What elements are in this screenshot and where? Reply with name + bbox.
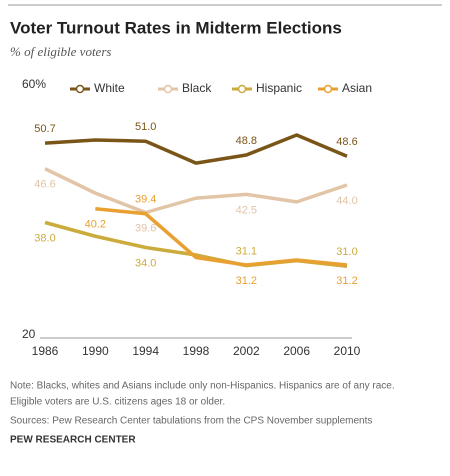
y-tick-label: 20: [22, 327, 36, 341]
source: Sources: Pew Research Center tabulations…: [10, 416, 372, 427]
note: Eligible voters are U.S. citizens ages 1…: [10, 397, 225, 408]
data-label: 50.7: [34, 123, 55, 135]
data-label: 31.2: [236, 275, 257, 287]
organization: PEW RESEARCH CENTER: [10, 435, 136, 446]
data-label: 31.0: [336, 246, 357, 258]
series-line: [44, 167, 348, 215]
data-label: 51.0: [135, 121, 156, 133]
data-label: 38.0: [34, 232, 55, 244]
x-tick-label: 1990: [82, 344, 109, 358]
x-tick-label: 2002: [233, 344, 260, 358]
x-tick-label: 1986: [32, 344, 59, 358]
series-line: [44, 133, 348, 165]
data-label: 46.6: [34, 179, 55, 191]
note: Note: Blacks, whites and Asians include …: [10, 381, 395, 392]
legend-label: Black: [182, 81, 212, 95]
y-tick-label: 60%: [22, 77, 46, 91]
legend-marker: [323, 84, 333, 94]
data-label: 31.1: [236, 246, 257, 258]
x-tick-label: 2010: [334, 344, 361, 358]
series-line: [95, 207, 348, 267]
legend-marker: [75, 84, 85, 94]
legend-marker: [163, 84, 173, 94]
x-tick-label: 1998: [183, 344, 210, 358]
data-label: 39.4: [135, 194, 156, 206]
data-label: 40.2: [85, 219, 106, 231]
data-label: 42.5: [236, 204, 257, 216]
legend-label: White: [94, 81, 125, 95]
x-tick-label: 2006: [283, 344, 310, 358]
data-label: 48.8: [236, 135, 257, 147]
data-label: 31.2: [336, 275, 357, 287]
data-label: 34.0: [135, 257, 156, 269]
data-label: 44.0: [336, 195, 357, 207]
legend-label: Hispanic: [256, 81, 302, 95]
legend-marker: [237, 84, 247, 94]
legend-label: Asian: [342, 81, 372, 95]
data-label: 48.6: [336, 136, 357, 148]
x-tick-label: 1994: [132, 344, 159, 358]
chart-title: Voter Turnout Rates in Midterm Elections: [10, 18, 342, 37]
chart-subtitle: % of eligible voters: [10, 44, 111, 59]
data-label: 39.6: [135, 222, 156, 234]
